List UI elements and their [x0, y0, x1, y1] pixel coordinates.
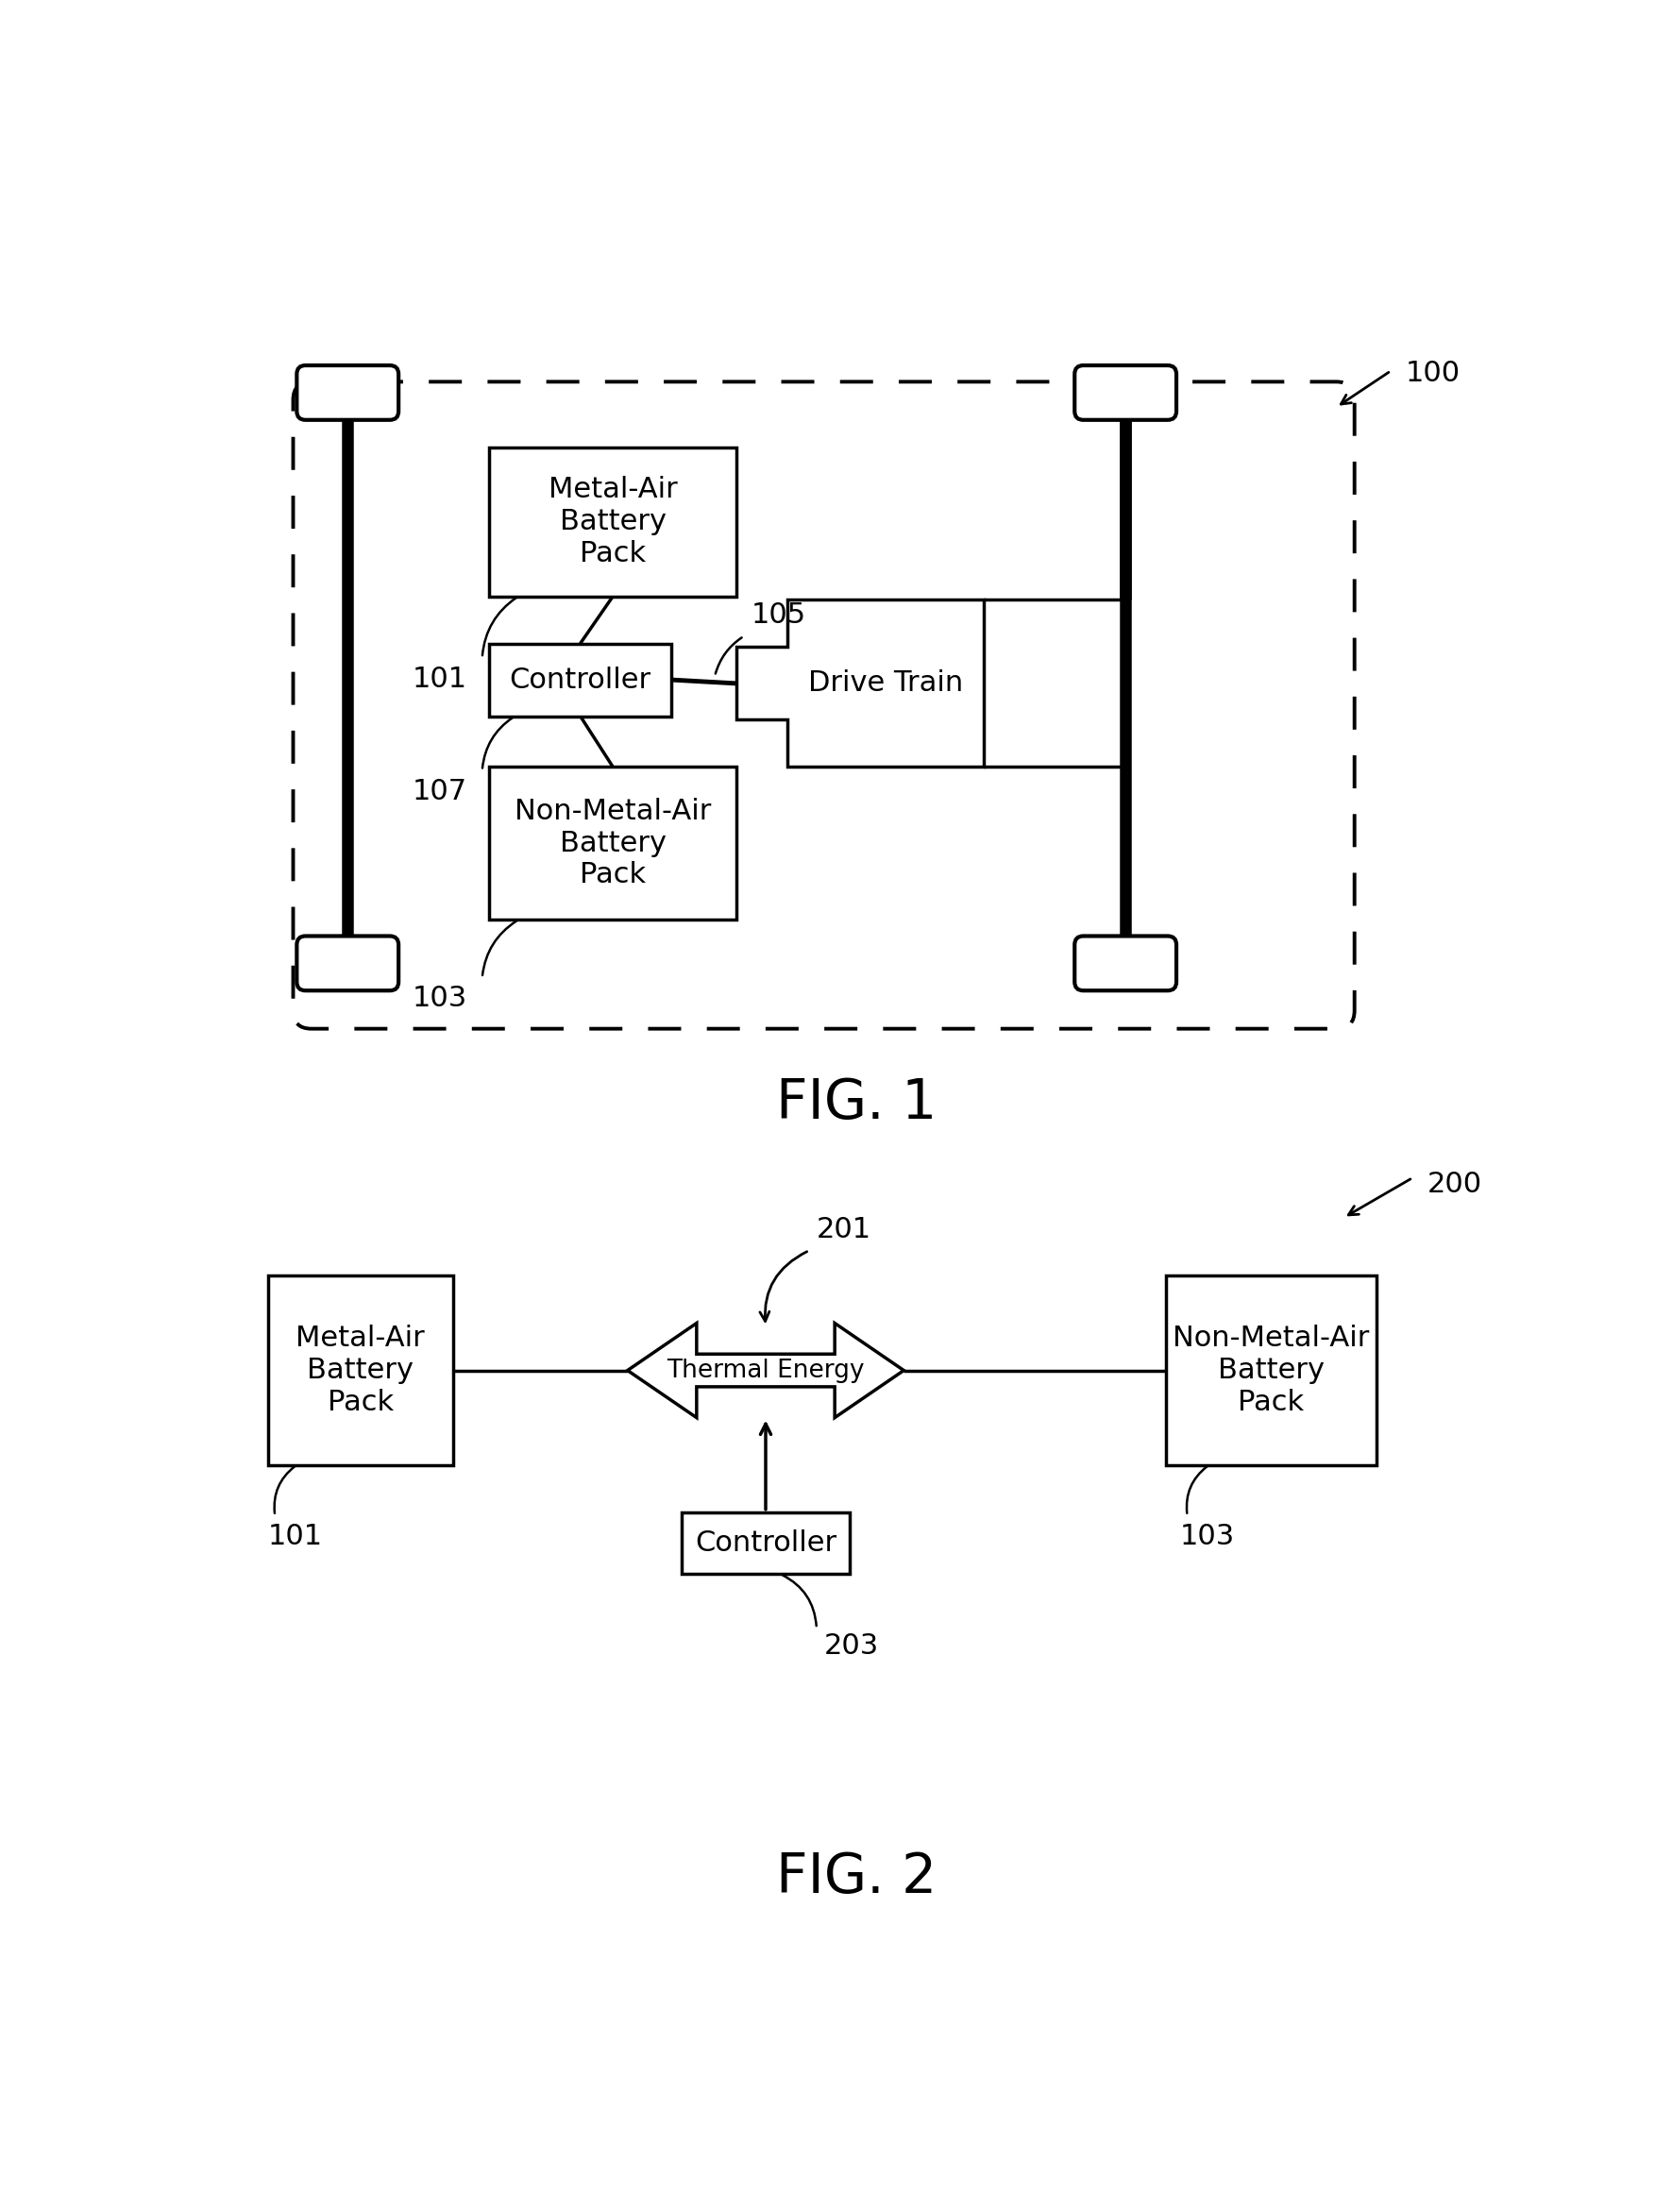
Text: Controller: Controller: [510, 666, 650, 695]
Text: Non-Metal-Air
Battery
Pack: Non-Metal-Air Battery Pack: [1172, 1325, 1369, 1416]
Text: 107: 107: [413, 779, 468, 805]
FancyBboxPatch shape: [296, 365, 398, 420]
Bar: [268, 1276, 453, 1464]
Text: Thermal Energy: Thermal Energy: [667, 1358, 864, 1382]
Text: 103: 103: [413, 984, 468, 1013]
Text: Drive Train: Drive Train: [808, 670, 963, 697]
Polygon shape: [737, 599, 983, 768]
Text: Metal-Air
Battery
Pack: Metal-Air Battery Pack: [296, 1325, 425, 1416]
Bar: [490, 447, 737, 597]
Text: 100: 100: [1406, 361, 1460, 387]
FancyBboxPatch shape: [296, 936, 398, 991]
Text: Controller: Controller: [696, 1528, 836, 1557]
Polygon shape: [627, 1323, 905, 1418]
FancyBboxPatch shape: [1075, 365, 1177, 420]
Text: 101: 101: [413, 666, 468, 692]
Text: 200: 200: [1428, 1170, 1481, 1199]
Text: 201: 201: [816, 1217, 871, 1243]
Text: 103: 103: [1180, 1524, 1236, 1551]
Text: 105: 105: [751, 602, 806, 628]
Text: 101: 101: [268, 1524, 323, 1551]
Text: FIG. 2: FIG. 2: [776, 1849, 936, 1905]
FancyBboxPatch shape: [1075, 936, 1177, 991]
Text: 203: 203: [824, 1632, 879, 1659]
Bar: [490, 768, 737, 920]
Bar: [490, 644, 670, 717]
Text: Non-Metal-Air
Battery
Pack: Non-Metal-Air Battery Pack: [515, 799, 711, 889]
Text: FIG. 1: FIG. 1: [776, 1075, 936, 1130]
Bar: [682, 1513, 849, 1575]
Text: Metal-Air
Battery
Pack: Metal-Air Battery Pack: [548, 476, 677, 566]
Bar: [1165, 1276, 1376, 1464]
